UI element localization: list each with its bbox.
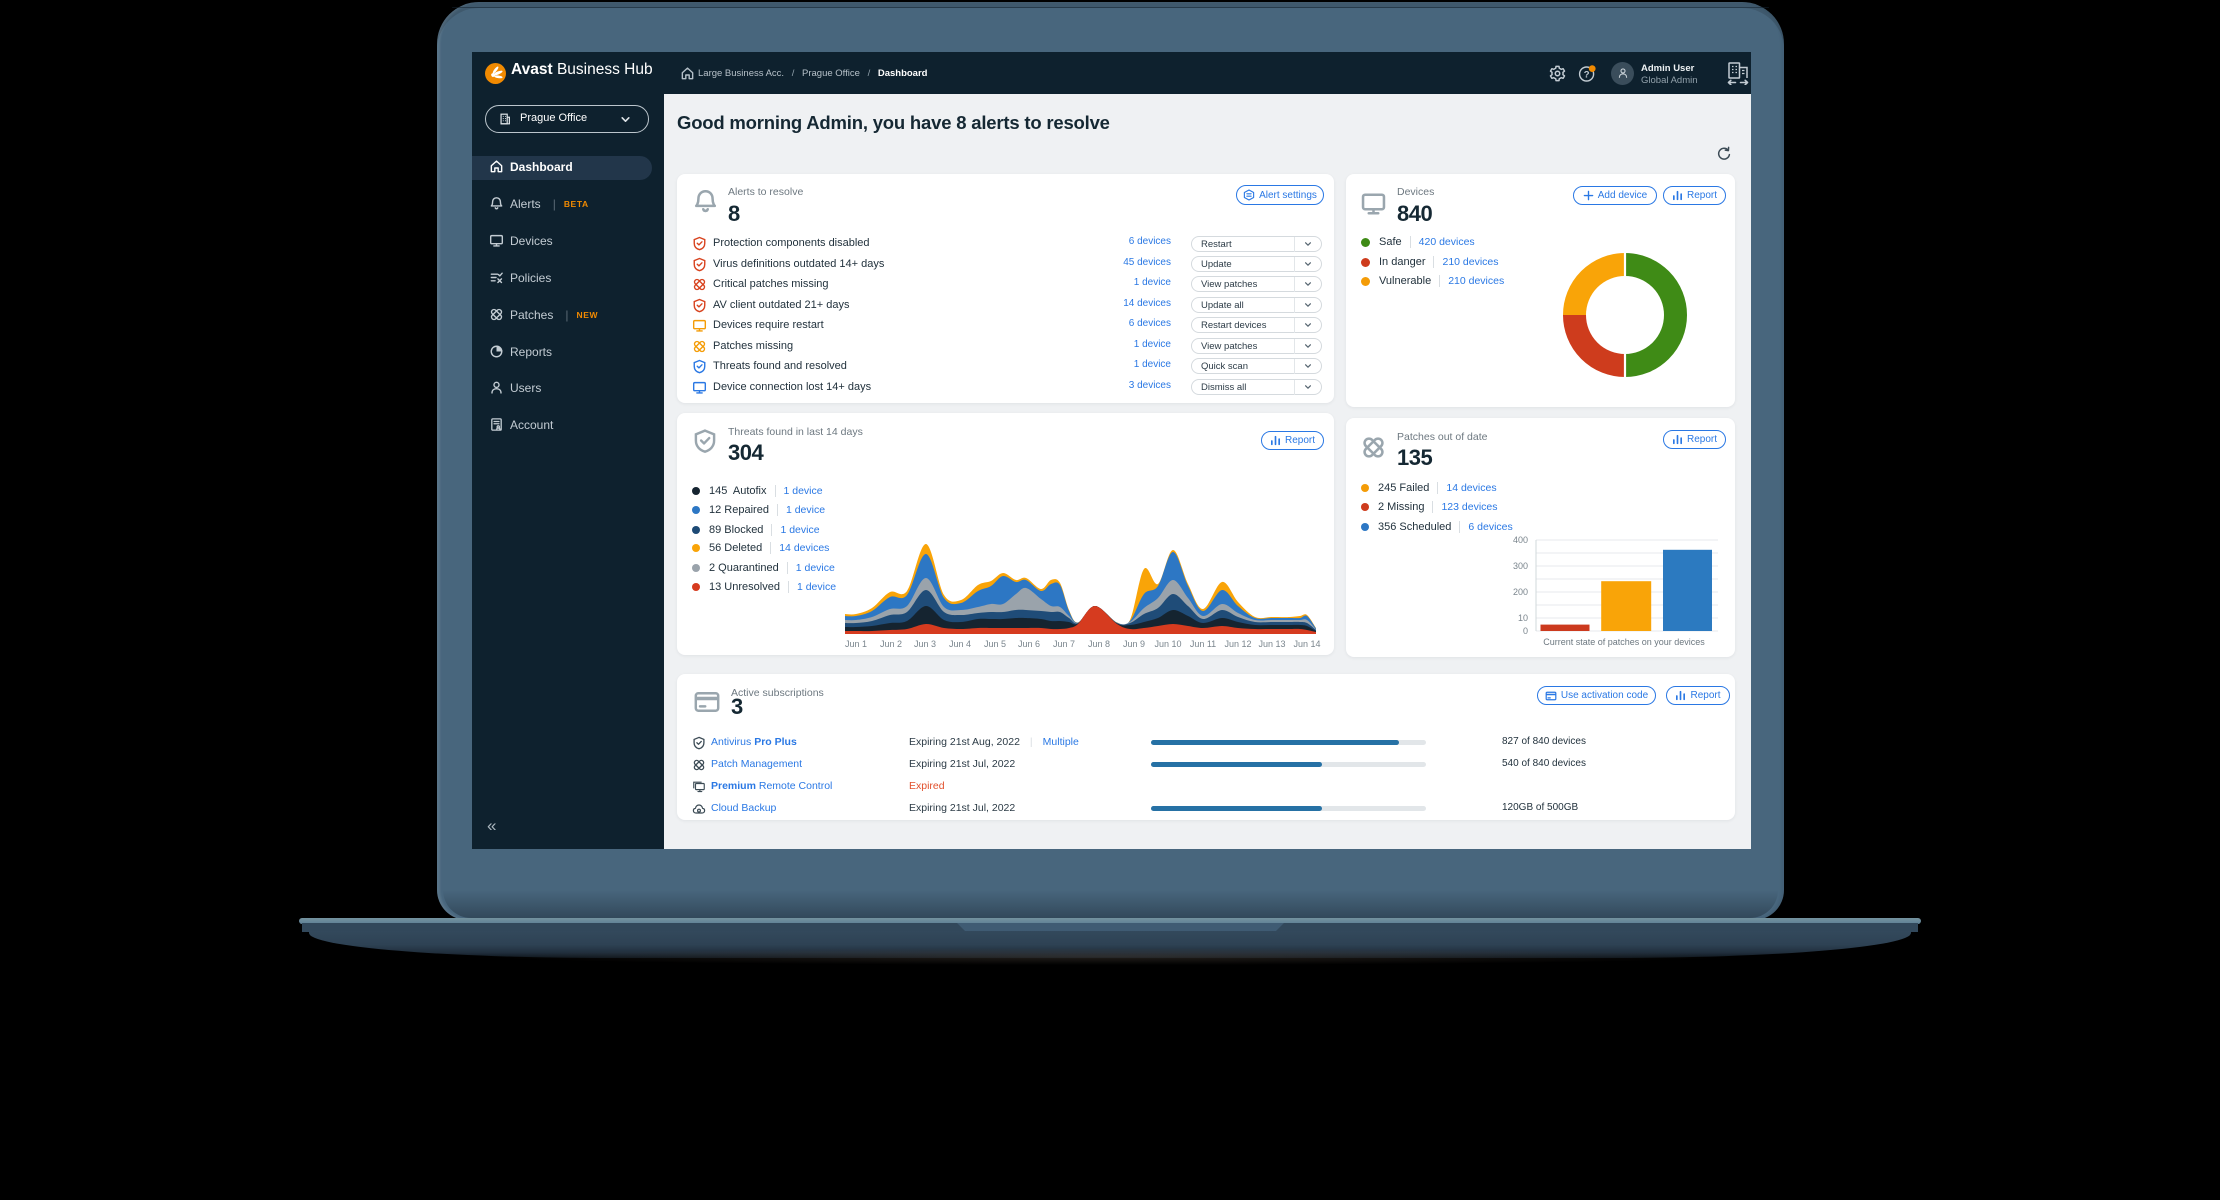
- svg-text:?: ?: [1584, 69, 1590, 80]
